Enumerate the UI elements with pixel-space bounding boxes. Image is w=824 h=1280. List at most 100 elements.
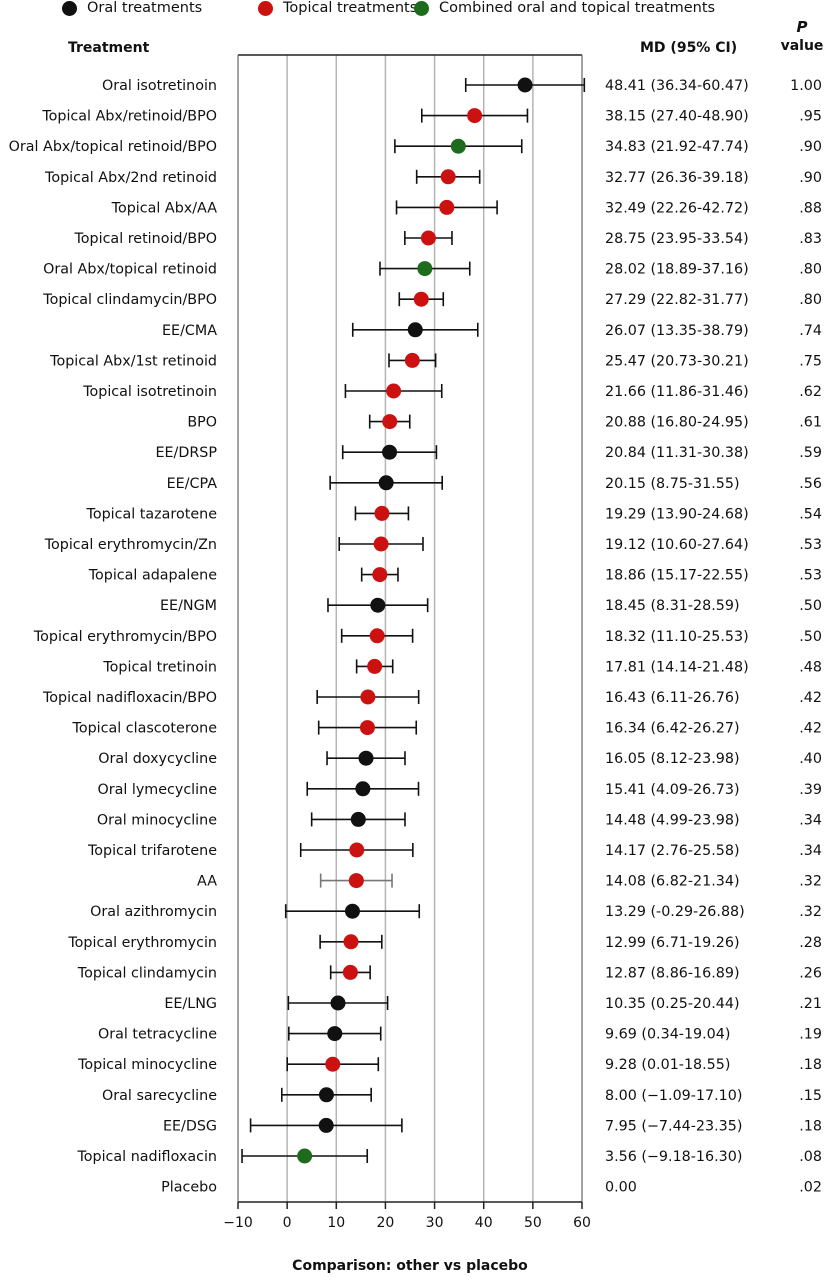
md-ci-value: 20.15 (8.75-31.55) bbox=[605, 476, 740, 492]
md-ci-value: 32.49 (22.26-42.72) bbox=[605, 200, 749, 216]
estimate-point bbox=[327, 1026, 343, 1042]
md-ci-value: 20.88 (16.80-24.95) bbox=[605, 415, 749, 431]
treatment-label: EE/DRSP bbox=[155, 445, 217, 461]
treatment-label: Topical Abx/2nd retinoid bbox=[44, 170, 217, 186]
md-ci-value: 9.69 (0.34-19.04) bbox=[605, 1027, 730, 1043]
md-ci-value: 3.56 (−9.18-16.30) bbox=[605, 1149, 742, 1165]
estimate-point bbox=[417, 261, 433, 277]
x-tick-label: 20 bbox=[377, 1215, 395, 1231]
md-ci-value: 9.28 (0.01-18.55) bbox=[605, 1057, 730, 1073]
md-column-header: MD (95% CI) bbox=[640, 40, 738, 56]
p-value: 1.00 bbox=[790, 78, 822, 94]
md-ci-value: 48.41 (36.34-60.47) bbox=[605, 78, 749, 94]
x-tick-label: 0 bbox=[283, 1215, 292, 1231]
md-ci-value: 14.08 (6.82-21.34) bbox=[605, 874, 740, 890]
md-ci-value: 34.83 (21.92-47.74) bbox=[605, 139, 749, 155]
estimate-point bbox=[374, 505, 390, 521]
md-ci-value: 21.66 (11.86-31.46) bbox=[605, 384, 749, 400]
treatment-label: EE/DSG bbox=[163, 1118, 217, 1134]
estimate-point bbox=[359, 720, 375, 736]
estimate-point bbox=[349, 842, 365, 858]
treatment-label: EE/NGM bbox=[160, 598, 217, 614]
estimate-point bbox=[467, 108, 483, 124]
legend-combined-dot-icon bbox=[414, 0, 429, 16]
md-ci-value: 16.43 (6.11-26.76) bbox=[605, 690, 740, 706]
p-value: .19 bbox=[799, 1027, 822, 1043]
p-value: .83 bbox=[799, 231, 822, 247]
md-ci-value: 19.12 (10.60-27.64) bbox=[605, 537, 749, 553]
p-value: .59 bbox=[799, 445, 822, 461]
md-ci-value: 18.86 (15.17-22.55) bbox=[605, 568, 749, 584]
md-ci-value: 38.15 (27.40-48.90) bbox=[605, 109, 749, 125]
md-ci-value: 12.99 (6.71-19.26) bbox=[605, 935, 740, 951]
treatment-label: Topical adapalene bbox=[88, 568, 217, 584]
x-tick-label: 50 bbox=[524, 1215, 542, 1231]
p-value: .18 bbox=[799, 1118, 822, 1134]
md-ci-value: 32.77 (26.36-39.18) bbox=[605, 170, 749, 186]
treatment-column-header: Treatment bbox=[68, 40, 150, 56]
p-value: .08 bbox=[799, 1149, 822, 1165]
p-value: .62 bbox=[799, 384, 822, 400]
md-ci-value: 0.00 bbox=[605, 1180, 637, 1196]
estimate-point bbox=[369, 628, 385, 644]
legend-oral-dot-icon bbox=[62, 0, 77, 16]
treatment-label: Topical tazarotene bbox=[86, 506, 218, 522]
treatment-label: Oral doxycycline bbox=[98, 751, 217, 767]
estimate-point bbox=[343, 934, 359, 950]
estimate-point bbox=[407, 322, 423, 338]
p-value: .42 bbox=[799, 690, 822, 706]
md-ci-value: 20.84 (11.31-30.38) bbox=[605, 445, 749, 461]
treatment-label: Topical isotretinoin bbox=[82, 384, 217, 400]
estimate-point bbox=[330, 995, 346, 1011]
legend: Oral treatments Topical treatments Combi… bbox=[0, 0, 824, 20]
md-ci-value: 17.81 (14.14-21.48) bbox=[605, 659, 749, 675]
legend-item-topical: Topical treatments bbox=[258, 0, 417, 16]
md-ci-value: 15.41 (4.09-26.73) bbox=[605, 782, 740, 798]
treatment-label: Placebo bbox=[161, 1180, 217, 1196]
p-value-header-value: value bbox=[780, 38, 824, 54]
treatment-label: Oral isotretinoin bbox=[102, 78, 217, 94]
p-value: .54 bbox=[799, 506, 822, 522]
estimate-point bbox=[297, 1148, 313, 1164]
md-ci-value: 12.87 (8.86-16.89) bbox=[605, 965, 740, 981]
treatment-label: Topical minocycline bbox=[77, 1057, 217, 1073]
estimate-point bbox=[342, 964, 358, 980]
treatment-label: Oral Abx/topical retinoid/BPO bbox=[9, 139, 217, 155]
estimate-point bbox=[350, 811, 366, 827]
md-ci-value: 13.29 (-0.29-26.88) bbox=[605, 904, 745, 920]
md-ci-value: 16.05 (8.12-23.98) bbox=[605, 751, 740, 767]
md-ci-value: 28.75 (23.95-33.54) bbox=[605, 231, 749, 247]
legend-combined-label: Combined oral and topical treatments bbox=[439, 0, 716, 16]
p-value: .53 bbox=[799, 568, 822, 584]
estimate-point bbox=[325, 1056, 341, 1072]
p-value: .80 bbox=[799, 262, 822, 278]
estimate-point bbox=[404, 352, 420, 368]
estimate-point bbox=[382, 444, 398, 460]
x-tick-label: 30 bbox=[426, 1215, 444, 1231]
treatment-label: Topical Abx/retinoid/BPO bbox=[41, 109, 217, 125]
md-ci-value: 16.34 (6.42-26.27) bbox=[605, 721, 740, 737]
p-value: .21 bbox=[799, 996, 822, 1012]
estimate-point bbox=[373, 536, 389, 552]
md-ci-value: 27.29 (22.82-31.77) bbox=[605, 292, 749, 308]
p-value: .02 bbox=[799, 1180, 822, 1196]
p-value: .88 bbox=[799, 200, 822, 216]
p-value: .48 bbox=[799, 659, 822, 675]
treatment-label: AA bbox=[197, 874, 217, 890]
p-value: .18 bbox=[799, 1057, 822, 1073]
estimate-point bbox=[378, 475, 394, 491]
p-value: .80 bbox=[799, 292, 822, 308]
legend-oral-label: Oral treatments bbox=[87, 0, 203, 16]
treatment-label: Topical clindamycin bbox=[77, 965, 217, 981]
treatment-label: Topical erythromycin/Zn bbox=[44, 537, 217, 553]
p-value: .42 bbox=[799, 721, 822, 737]
p-value: .61 bbox=[799, 415, 822, 431]
treatment-label: Oral minocycline bbox=[97, 812, 217, 828]
estimate-point bbox=[413, 291, 429, 307]
estimate-point bbox=[360, 689, 376, 705]
legend-topical-label: Topical treatments bbox=[283, 0, 418, 16]
md-ci-value: 14.48 (4.99-23.98) bbox=[605, 812, 740, 828]
md-ci-value: 18.45 (8.31-28.59) bbox=[605, 598, 740, 614]
estimate-point bbox=[318, 1117, 334, 1133]
md-ci-value: 18.32 (11.10-25.53) bbox=[605, 629, 749, 645]
